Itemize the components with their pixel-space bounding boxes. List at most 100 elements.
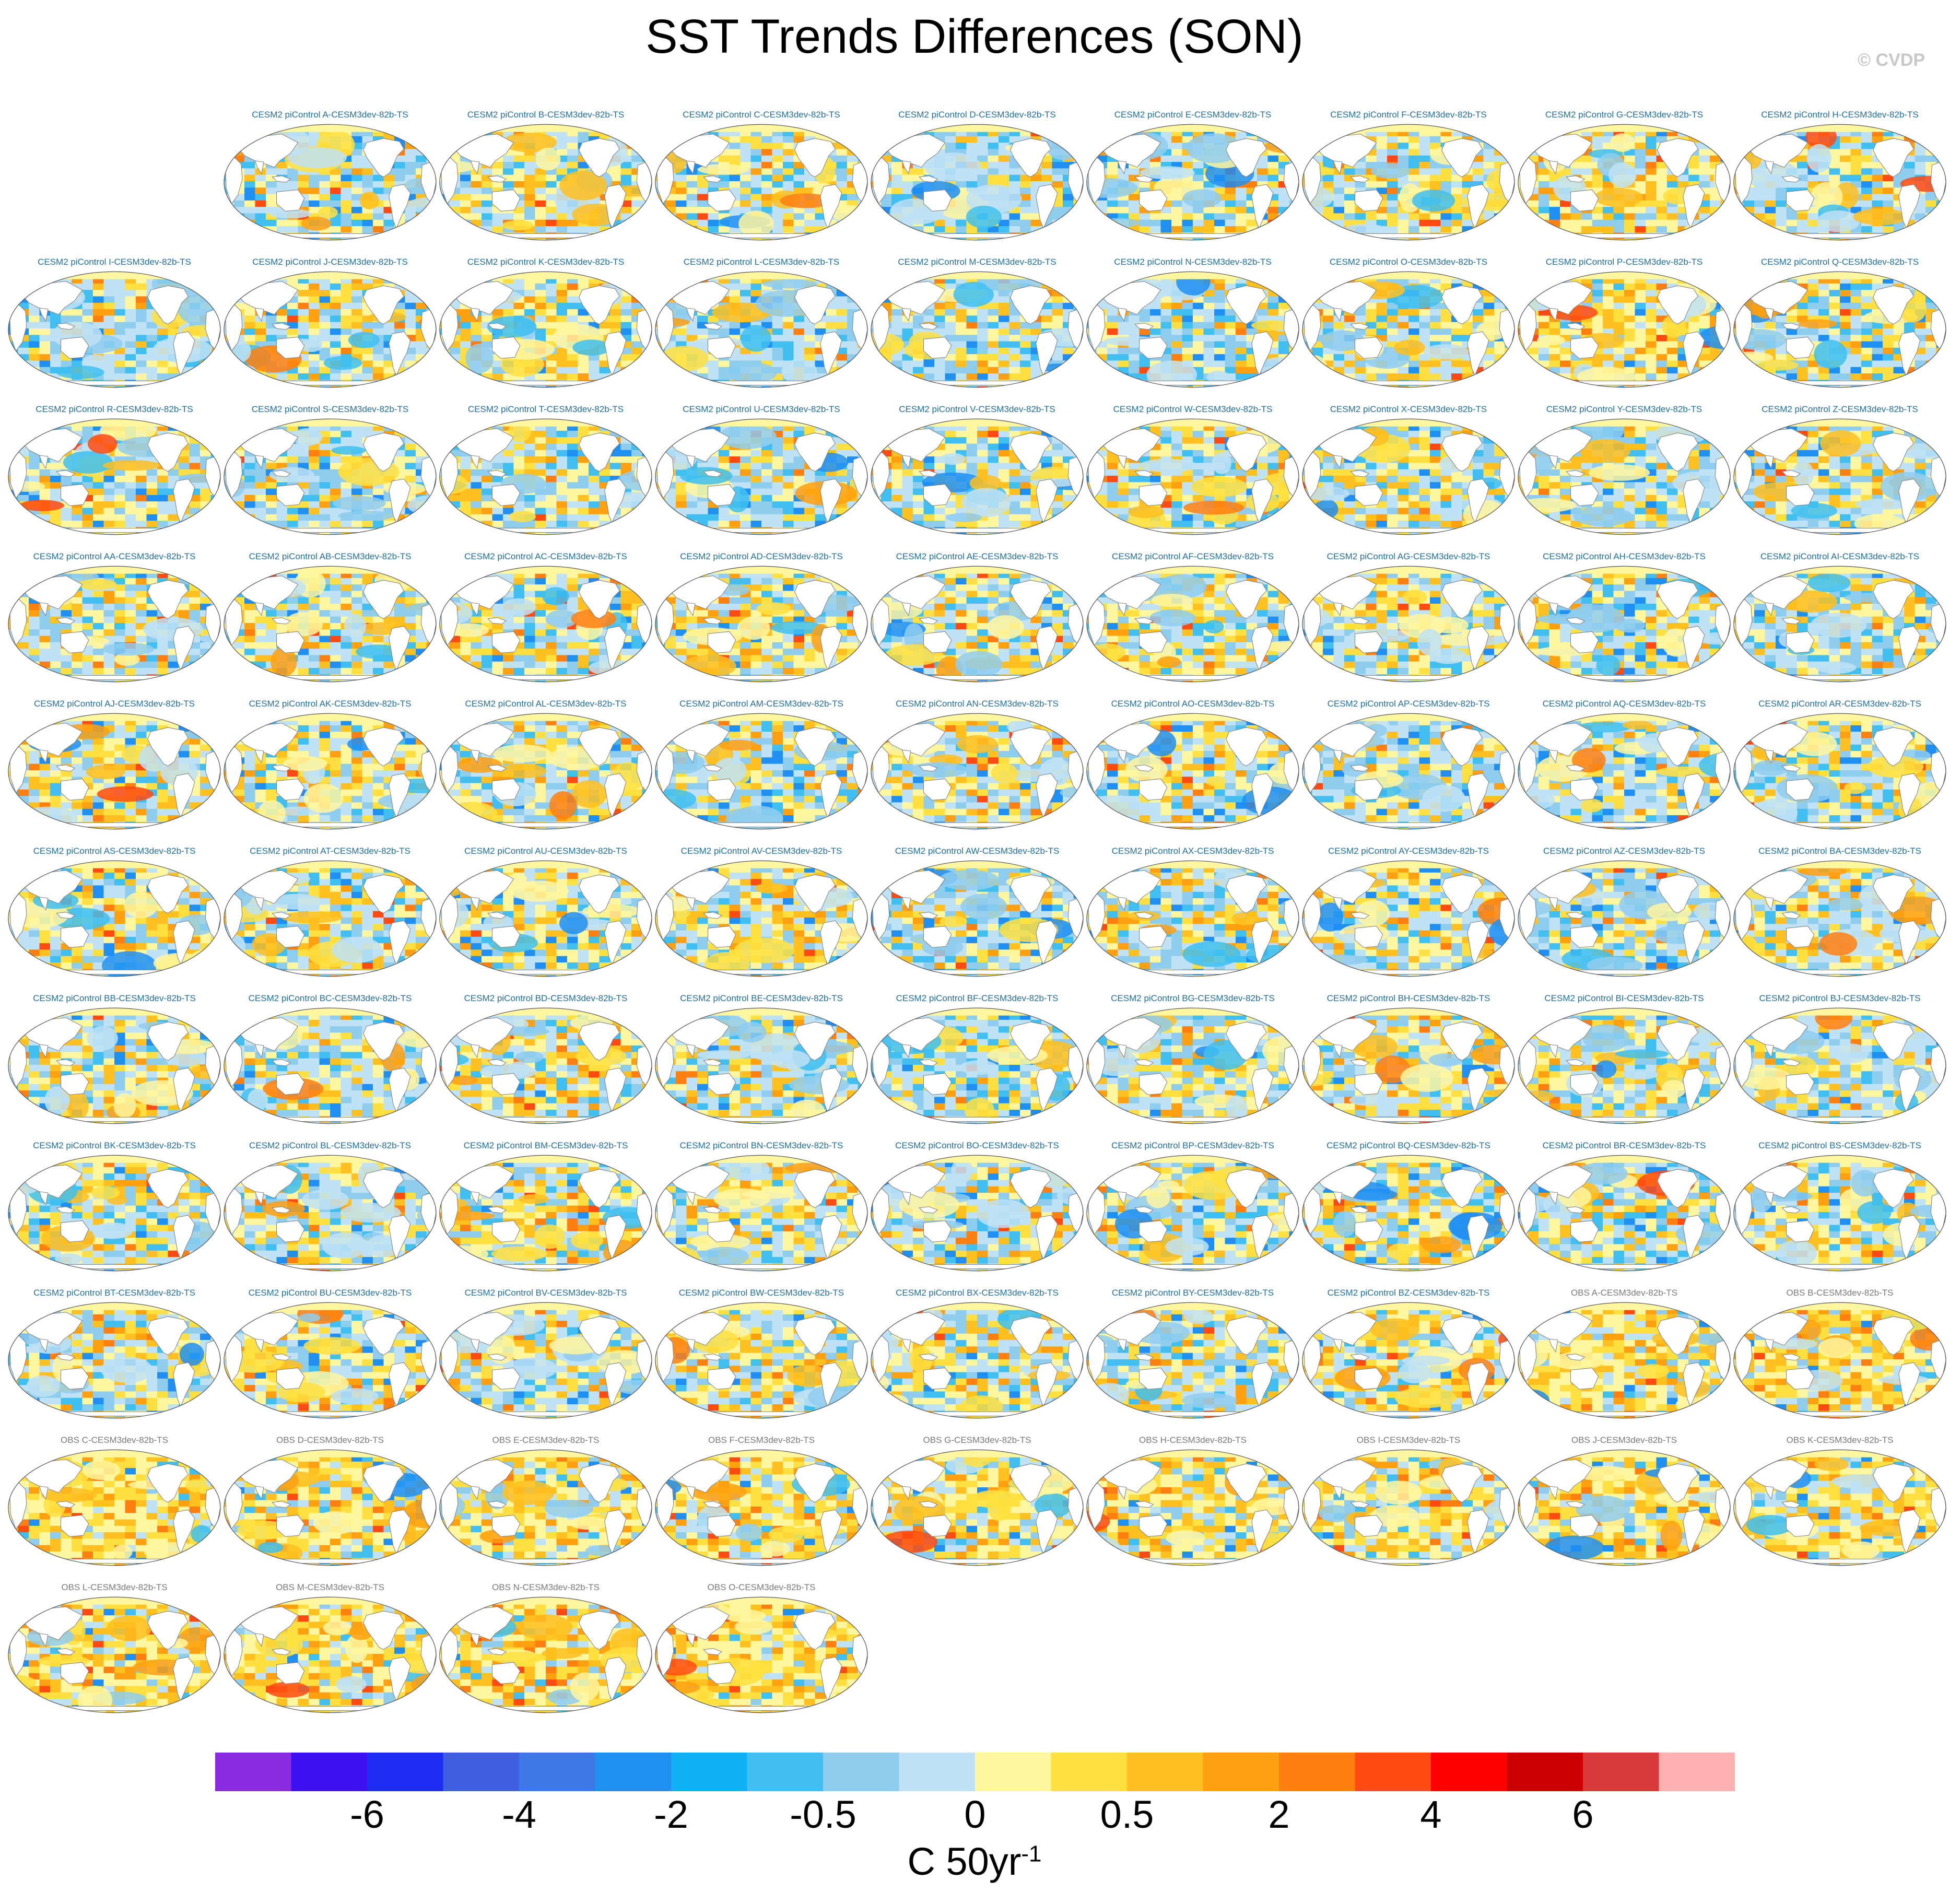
- trend-cell: [309, 194, 320, 201]
- trend-cell: [1182, 219, 1193, 227]
- trend-cell: [729, 296, 741, 303]
- trend-cell: [319, 174, 331, 182]
- land-mass: [39, 308, 49, 322]
- trend-cell: [1494, 130, 1506, 137]
- trend-anomaly: [269, 208, 311, 219]
- trend-cell: [1936, 155, 1946, 162]
- trend-cell: [168, 328, 179, 335]
- trend-cell: [1267, 219, 1279, 227]
- map-border: [655, 271, 868, 388]
- trend-cell: [1754, 226, 1766, 233]
- trend-cell: [1052, 277, 1063, 284]
- trend-cell: [330, 335, 342, 342]
- trend-cell: [210, 277, 221, 284]
- trend-cell: [1107, 124, 1119, 131]
- trend-cell: [405, 162, 416, 169]
- trend-cell: [793, 335, 805, 342]
- trend-cell: [847, 341, 859, 348]
- trend-cell: [341, 213, 352, 220]
- trend-cell: [405, 315, 416, 323]
- trend-cell: [1635, 168, 1646, 175]
- trend-cell: [1786, 124, 1798, 131]
- trend-cell: [729, 328, 741, 335]
- trend-cell: [783, 143, 794, 149]
- trend-cell: [772, 219, 783, 227]
- trend-cell: [697, 239, 709, 240]
- trend-cell: [1581, 155, 1593, 162]
- trend-cell: [1624, 239, 1636, 240]
- trend-cell: [460, 272, 472, 278]
- trend-cell: [999, 162, 1010, 169]
- land-mass: [1350, 175, 1370, 183]
- trend-cell: [1570, 124, 1582, 131]
- trend-cell: [750, 283, 762, 290]
- trend-cell: [1408, 136, 1420, 143]
- trend-cell: [524, 162, 536, 169]
- land-mass: [670, 380, 853, 386]
- land-mass: [1570, 189, 1599, 211]
- trend-cell: [1451, 219, 1463, 227]
- map-border: [439, 271, 652, 388]
- trend-cell: [761, 239, 773, 240]
- trend-cell: [761, 354, 773, 361]
- trend-cell: [847, 124, 859, 131]
- trend-cell: [750, 239, 762, 240]
- trend-cell: [136, 315, 147, 323]
- trend-cell: [1936, 149, 1946, 156]
- trend-cell: [351, 322, 363, 329]
- trend-cell: [1539, 194, 1550, 201]
- trend-cell: [1344, 168, 1356, 175]
- trend-cell: [125, 367, 136, 374]
- trend-cell: [1118, 226, 1129, 233]
- trend-cell: [1818, 174, 1830, 182]
- trend-cell: [610, 130, 621, 137]
- trend-cell: [426, 232, 437, 240]
- trend-cell: [189, 373, 201, 380]
- trend-cell: [858, 360, 868, 368]
- trend-cell: [610, 232, 621, 240]
- trend-cell: [1656, 168, 1668, 175]
- trend-cell: [556, 168, 568, 175]
- trend-cell: [815, 232, 826, 240]
- trend-cell: [697, 367, 709, 374]
- trend-cell: [1333, 219, 1345, 227]
- trend-cell: [686, 130, 698, 137]
- trend-cell: [665, 367, 676, 374]
- trend-cell: [999, 174, 1010, 182]
- trend-cell: [1171, 149, 1183, 156]
- trend-cell: [383, 232, 395, 240]
- trend-cell: [1052, 162, 1063, 169]
- trend-cell: [1883, 124, 1894, 131]
- trend-anomaly: [1806, 144, 1831, 173]
- trend-cell: [729, 136, 741, 143]
- trend-cell: [351, 302, 363, 310]
- trend-cell: [1096, 130, 1108, 137]
- trend-cell: [1020, 226, 1031, 233]
- trend-cell: [567, 143, 579, 149]
- trend-cell: [880, 283, 892, 290]
- trend-cell: [1451, 181, 1463, 188]
- trend-cell: [1925, 200, 1937, 207]
- trend-cell: [405, 290, 416, 297]
- trend-cell: [546, 373, 557, 380]
- land-mass: [487, 175, 507, 183]
- trend-anomaly: [781, 359, 817, 384]
- trend-cell: [157, 373, 169, 380]
- trend-cell: [836, 290, 848, 297]
- trend-cell: [556, 290, 568, 297]
- trend-cell: [373, 239, 384, 240]
- trend-cell: [439, 296, 450, 303]
- trend-cell: [298, 290, 309, 297]
- trend-anomaly: [741, 325, 771, 352]
- trend-cell: [513, 174, 525, 182]
- trend-cell: [913, 124, 924, 131]
- trend-cell: [1203, 226, 1215, 233]
- trend-cell: [1710, 194, 1721, 201]
- land-mass: [794, 285, 836, 325]
- trend-cell: [880, 290, 892, 297]
- trend-anomaly: [1412, 190, 1455, 211]
- trend-cell: [1073, 143, 1084, 149]
- trend-cell: [1030, 272, 1042, 278]
- trend-cell: [880, 124, 892, 131]
- trend-cell: [50, 360, 62, 368]
